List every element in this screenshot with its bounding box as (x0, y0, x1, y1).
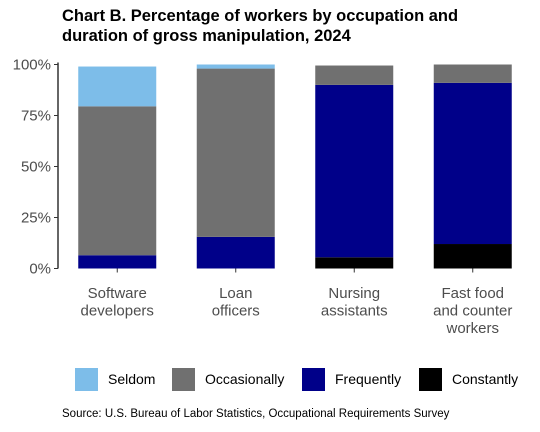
legend-swatch-frequently (302, 367, 325, 391)
bar-frequently-software (78, 255, 157, 269)
bar-frequently-nursing (315, 84, 394, 258)
bar-constantly-fast-food (433, 244, 512, 269)
bar-occasionally-loan (196, 68, 275, 237)
bar-occasionally-software (78, 106, 157, 256)
legend-label-constantly: Constantly (452, 371, 519, 387)
legend-item-occasionally: Occasionally (172, 366, 284, 392)
legend-label-frequently: Frequently (335, 371, 402, 387)
bar-seldom-loan (196, 64, 275, 69)
y-tick-label: 25% (21, 210, 51, 227)
y-tick-label: 75% (21, 108, 51, 125)
legend-swatch-constantly (419, 367, 442, 391)
x-tick-label-loan: Loan officers (212, 285, 260, 320)
legend-item-constantly: Constantly (419, 366, 518, 392)
bar-occasionally-nursing (315, 65, 394, 85)
legend-label-seldom: Seldom (108, 371, 156, 387)
source-note: Source: U.S. Bureau of Labor Statistics,… (62, 408, 450, 420)
legend-swatch-occasionally (172, 367, 195, 391)
bar-seldom-software (78, 66, 157, 107)
y-tick-label: 0% (29, 261, 51, 278)
bar-frequently-loan (196, 236, 275, 269)
bars-group (78, 64, 512, 269)
y-tick-label: 50% (21, 159, 51, 176)
bar-frequently-fast-food (433, 82, 512, 245)
y-tick-label: 100% (13, 57, 51, 74)
x-tick-label-software: Software developers (81, 285, 154, 320)
axes-group: 0% 25% 50% 75% 100% Software developers Loan off… (13, 57, 513, 338)
chart-legend: Seldom Occasionally Frequently Constantly (0, 366, 540, 394)
bar-occasionally-fast-food (433, 64, 512, 83)
x-tick-label-nursing: Nursing assistants (321, 285, 388, 320)
chart-plot: 0% 25% 50% 75% 100% Software developers Loan off… (13, 57, 513, 338)
legend-swatch-seldom (75, 367, 98, 391)
legend-item-seldom: Seldom (75, 366, 155, 392)
legend-item-frequently: Frequently (302, 366, 401, 392)
bar-constantly-nursing (315, 257, 394, 269)
x-tick-label-fast-food: Fast food and counter workers (433, 285, 512, 337)
chart-title: Chart B. Percentage of workers by occupa… (62, 7, 459, 45)
legend-label-occasionally: Occasionally (205, 371, 285, 387)
